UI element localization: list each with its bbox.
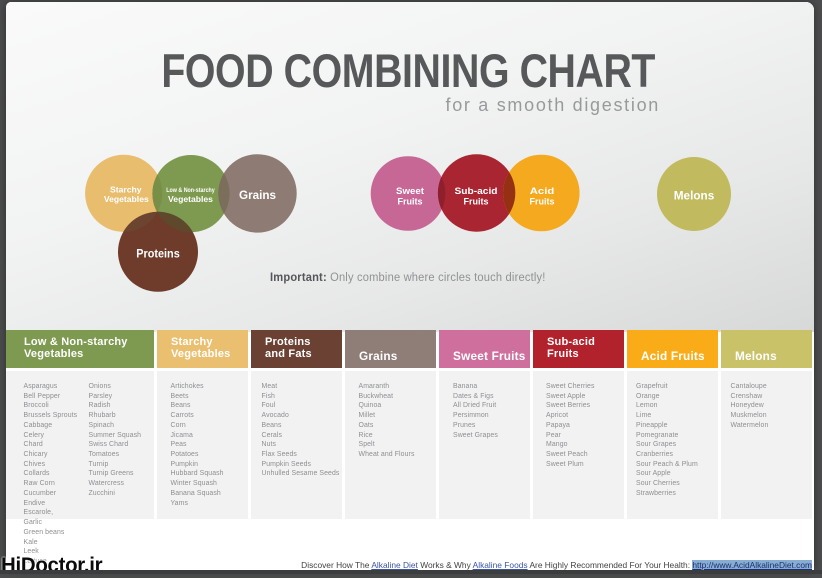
svg-text:Melons: Melons xyxy=(674,188,715,202)
svg-text:Proteins: Proteins xyxy=(136,246,180,260)
svg-text:Fruits: Fruits xyxy=(529,197,554,207)
svg-text:Fruits: Fruits xyxy=(397,197,422,207)
svg-text:Starchy: Starchy xyxy=(110,185,142,195)
svg-text:Low & Non-starchy: Low & Non-starchy xyxy=(166,187,215,194)
svg-text:Vegetables: Vegetables xyxy=(104,194,149,204)
svg-text:Acid: Acid xyxy=(530,186,555,196)
svg-text:Vegetables: Vegetables xyxy=(168,194,213,204)
svg-text:Sub-acid: Sub-acid xyxy=(455,186,498,196)
svg-text:Sweet: Sweet xyxy=(396,186,424,196)
svg-text:Grains: Grains xyxy=(239,188,276,202)
svg-text:Fruits: Fruits xyxy=(463,197,488,207)
